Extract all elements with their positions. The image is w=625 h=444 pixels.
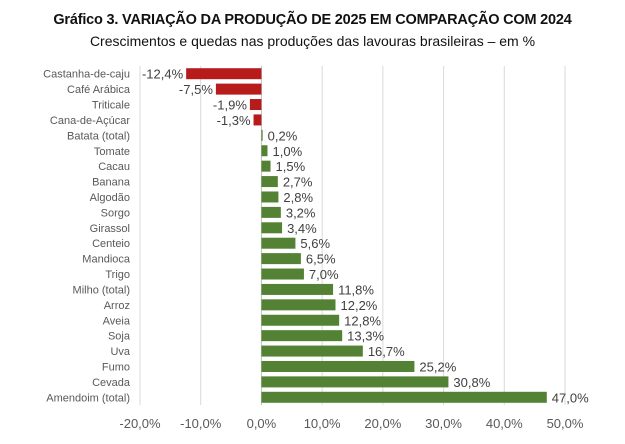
bar-tomate xyxy=(261,145,268,157)
value-label: -7,5% xyxy=(179,82,213,97)
value-label: 5,6% xyxy=(300,236,330,251)
bar-banana xyxy=(261,176,278,188)
value-label: -1,3% xyxy=(217,113,251,128)
x-tick-label: 20,0% xyxy=(364,416,401,431)
bar-soja xyxy=(261,330,343,342)
value-label: 7,0% xyxy=(309,267,339,282)
x-tick-label: 50,0% xyxy=(547,416,584,431)
value-label: 6,5% xyxy=(306,252,336,267)
category-label: Aveia xyxy=(103,315,131,327)
bar-cana-de-a-car xyxy=(253,114,262,126)
value-label: 3,4% xyxy=(287,221,317,236)
bar-batata-total- xyxy=(261,129,263,141)
category-label: Cacau xyxy=(98,161,130,173)
value-label: 11,8% xyxy=(338,282,374,297)
category-label: Cevada xyxy=(92,377,131,389)
value-label: 3,2% xyxy=(286,205,316,220)
category-label: Banana xyxy=(92,177,131,189)
x-tick-label: -20,0% xyxy=(119,416,161,431)
x-tick-label: -10,0% xyxy=(180,416,222,431)
bar-cevada xyxy=(261,376,449,388)
bar-caf-ar-bica xyxy=(215,83,262,95)
category-label: Milho (total) xyxy=(73,284,130,296)
chart-subtitle: Crescimentos e quedas nas produções das … xyxy=(89,33,536,49)
x-tick-label: 40,0% xyxy=(486,416,523,431)
bar-uva xyxy=(261,345,363,357)
category-label: Tomate xyxy=(94,146,130,158)
category-label: Castanha-de-caju xyxy=(43,69,130,81)
value-label: 12,2% xyxy=(341,298,378,313)
bar-sorgo xyxy=(261,206,281,218)
category-label: Uva xyxy=(110,346,130,358)
category-label: Cana-de-Açúcar xyxy=(50,115,130,127)
value-label: 16,7% xyxy=(368,344,405,359)
bar-triticale xyxy=(249,99,262,111)
category-label: Mandioca xyxy=(82,254,131,266)
bar-algod-o xyxy=(261,191,279,203)
bar-mandioca xyxy=(261,253,301,265)
bar-fumo xyxy=(261,360,415,372)
x-tick-label: 30,0% xyxy=(425,416,462,431)
value-label: 25,2% xyxy=(419,359,456,374)
bar-girassol xyxy=(261,222,283,234)
category-label: Café Arábica xyxy=(67,84,131,96)
value-label: 0,2% xyxy=(268,128,298,143)
value-label: 2,7% xyxy=(283,175,313,190)
value-label: 13,3% xyxy=(347,329,384,344)
category-label: Amendoim (total) xyxy=(46,392,130,404)
category-label: Arroz xyxy=(104,300,130,312)
category-label: Fumo xyxy=(102,361,130,373)
category-label: Batata (total) xyxy=(67,130,130,142)
value-label: 2,8% xyxy=(283,190,313,205)
value-label: -1,9% xyxy=(213,98,247,113)
bar-milho-total- xyxy=(261,283,334,295)
chart-title: Gráfico 3. VARIAÇÃO DA PRODUÇÃO DE 2025 … xyxy=(53,12,572,28)
x-tick-label: 0,0% xyxy=(247,416,277,431)
value-label: 1,5% xyxy=(276,159,306,174)
value-label: 1,0% xyxy=(273,144,303,159)
bar-cacau xyxy=(261,160,271,172)
category-label: Sorgo xyxy=(101,207,130,219)
category-label: Centeio xyxy=(92,238,130,250)
category-label: Algodão xyxy=(90,192,130,204)
category-label: Trigo xyxy=(105,269,130,281)
category-label: Triticale xyxy=(92,100,130,112)
value-label: 12,8% xyxy=(344,313,381,328)
bar-aveia xyxy=(261,314,340,326)
bar-amendoim-total- xyxy=(261,391,547,403)
category-label: Soja xyxy=(108,331,131,343)
value-label: -12,4% xyxy=(142,67,184,82)
bar-trigo xyxy=(261,268,304,280)
category-label: Girassol xyxy=(90,223,130,235)
value-label: 30,8% xyxy=(453,375,490,390)
value-label: 47,0% xyxy=(552,390,589,405)
bar-centeio xyxy=(261,237,296,249)
x-tick-label: 10,0% xyxy=(304,416,341,431)
bar-arroz xyxy=(261,299,336,311)
bar-castanha-de-caju xyxy=(186,68,262,80)
